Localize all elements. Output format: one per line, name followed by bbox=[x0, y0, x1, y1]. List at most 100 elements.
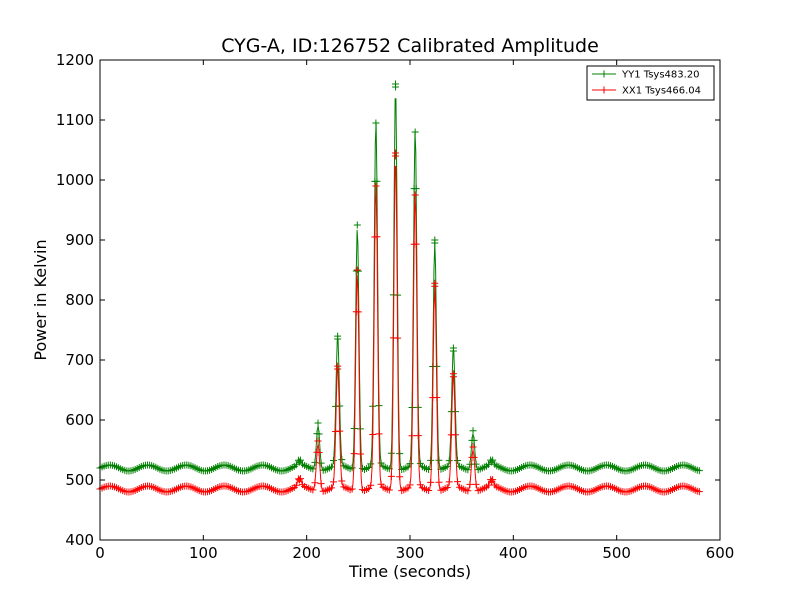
data-point-marker bbox=[414, 432, 422, 440]
data-point-marker bbox=[373, 233, 381, 241]
peak-point-marker bbox=[295, 458, 303, 466]
data-point-marker bbox=[466, 480, 474, 488]
y-tick-label: 900 bbox=[65, 231, 94, 249]
y-tick-label: 700 bbox=[65, 351, 94, 369]
data-point-marker bbox=[336, 402, 344, 410]
data-point-marker bbox=[472, 460, 480, 468]
data-point-marker bbox=[485, 481, 493, 489]
data-point-marker bbox=[311, 458, 319, 466]
peak-point-marker bbox=[469, 427, 477, 435]
peak-point-marker bbox=[334, 335, 342, 343]
data-point-marker bbox=[443, 483, 451, 491]
y-axis-label: Power in Kelvin bbox=[31, 239, 50, 360]
data-point-marker bbox=[373, 177, 381, 185]
legend-plus-marker bbox=[600, 86, 608, 94]
peak-point-marker bbox=[353, 221, 361, 229]
data-point-marker bbox=[336, 427, 344, 435]
data-point-marker bbox=[354, 308, 362, 316]
data-point-marker bbox=[330, 456, 338, 464]
y-tick-label: 400 bbox=[65, 531, 94, 549]
data-point-marker bbox=[354, 267, 362, 275]
data-point-marker bbox=[466, 460, 474, 468]
data-point-marker bbox=[296, 475, 304, 483]
data-point-marker bbox=[408, 432, 416, 440]
peak-point-marker bbox=[353, 266, 361, 274]
x-tick-label: 200 bbox=[292, 544, 321, 562]
data-point-marker bbox=[412, 240, 420, 248]
series-markers bbox=[96, 80, 703, 475]
legend-label-yy1: YY1 Tsys483.20 bbox=[621, 70, 700, 81]
data-point-marker bbox=[412, 185, 420, 193]
peak-point-marker bbox=[449, 373, 457, 381]
y-tick-label: 600 bbox=[65, 411, 94, 429]
data-point-marker bbox=[292, 481, 300, 489]
data-point-marker bbox=[406, 460, 414, 468]
legend-plus-marker bbox=[600, 70, 608, 78]
data-point-marker bbox=[443, 462, 451, 470]
peak-point-marker bbox=[411, 128, 419, 136]
data-point-marker bbox=[317, 480, 325, 488]
data-point-marker bbox=[385, 486, 393, 494]
data-point-marker bbox=[315, 430, 323, 438]
data-point-marker bbox=[348, 485, 356, 493]
data-point-marker bbox=[451, 408, 459, 416]
data-point-marker bbox=[425, 486, 433, 494]
peak-point-marker bbox=[411, 191, 419, 199]
legend-marker-xx1 bbox=[600, 86, 608, 94]
peak-point-marker bbox=[334, 365, 342, 373]
data-point-marker bbox=[309, 486, 317, 494]
y-tick-label: 500 bbox=[65, 471, 94, 489]
data-point-marker bbox=[338, 477, 346, 485]
data-point-marker bbox=[396, 473, 404, 481]
x-tick-label: 500 bbox=[602, 544, 631, 562]
data-point-marker bbox=[327, 463, 335, 471]
data-point-marker bbox=[472, 480, 480, 488]
y-tick-label: 1100 bbox=[56, 111, 94, 129]
data-point-marker bbox=[435, 456, 443, 464]
legend-label-xx1: XX1 Tsys466.04 bbox=[622, 86, 701, 97]
data-point-marker bbox=[454, 478, 462, 486]
data-point-marker bbox=[470, 453, 478, 461]
peak-point-marker bbox=[469, 443, 477, 451]
legend-box bbox=[586, 65, 715, 101]
peak-point-marker bbox=[372, 182, 380, 190]
peak-point-marker bbox=[488, 477, 496, 485]
data-point-marker bbox=[695, 467, 703, 475]
data-point-marker bbox=[367, 481, 375, 489]
plot-frame bbox=[99, 59, 721, 541]
data-point-marker bbox=[330, 478, 338, 486]
data-point-marker bbox=[315, 448, 323, 456]
peak-point-marker bbox=[372, 119, 380, 127]
data-point-marker bbox=[406, 481, 414, 489]
data-point-marker bbox=[470, 436, 478, 444]
series-markers bbox=[96, 149, 703, 496]
data-point-marker bbox=[356, 450, 364, 458]
chart-title: CYG-A, ID:126752 Calibrated Amplitude bbox=[221, 35, 599, 57]
x-tick-label: 300 bbox=[396, 544, 425, 562]
legend: YY1 Tsys483.20 XX1 Tsys466.04 bbox=[586, 65, 715, 101]
x-tick-label: 400 bbox=[499, 544, 528, 562]
data-point-marker bbox=[375, 430, 383, 438]
data-point-marker bbox=[369, 431, 377, 439]
data-point-marker bbox=[464, 487, 472, 495]
peak-point-marker bbox=[295, 476, 303, 484]
y-tick-label: 800 bbox=[65, 291, 94, 309]
data-point-marker bbox=[695, 488, 703, 496]
series-0 bbox=[96, 80, 703, 475]
data-point-marker bbox=[427, 478, 435, 486]
data-point-marker bbox=[451, 431, 459, 439]
data-point-marker bbox=[367, 460, 375, 468]
data-point-marker bbox=[387, 449, 395, 457]
peak-point-marker bbox=[431, 236, 439, 244]
y-tick-label: 1000 bbox=[56, 171, 94, 189]
data-point-marker bbox=[394, 334, 402, 342]
data-point-marker bbox=[365, 463, 373, 471]
data-point-marker bbox=[317, 459, 325, 467]
x-tick-label: 100 bbox=[189, 544, 218, 562]
x-tick-label: 0 bbox=[95, 544, 105, 562]
legend-marker-yy1 bbox=[600, 70, 608, 78]
data-point-marker bbox=[427, 456, 435, 464]
data-point-marker bbox=[348, 464, 356, 472]
x-axis-label: Time (seconds) bbox=[348, 562, 471, 581]
series-1 bbox=[96, 149, 703, 496]
